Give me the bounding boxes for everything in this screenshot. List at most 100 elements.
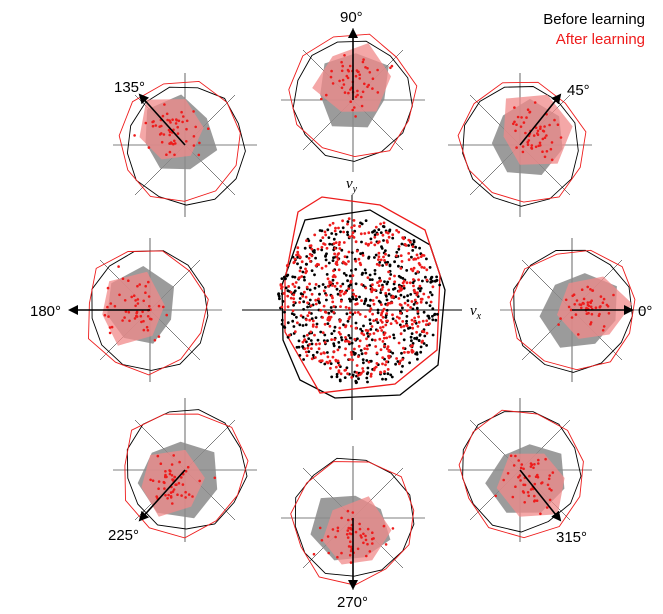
center-before-dot bbox=[298, 354, 302, 357]
center-after-dot bbox=[404, 244, 408, 247]
center-before-dot bbox=[367, 255, 371, 259]
center-after-dot bbox=[348, 235, 351, 239]
center-before-dot bbox=[307, 337, 311, 340]
panel-dot bbox=[167, 128, 171, 132]
panel-dot bbox=[365, 554, 368, 558]
panel-dot bbox=[569, 308, 573, 312]
center-after-dot bbox=[367, 242, 371, 246]
center-before-dot bbox=[374, 253, 378, 257]
panel-dot bbox=[364, 538, 368, 542]
panel-dot bbox=[589, 322, 592, 326]
center-before-dot bbox=[348, 336, 352, 340]
center-before-dot bbox=[392, 336, 396, 340]
panel-dot bbox=[180, 110, 183, 114]
center-after-dot bbox=[300, 260, 304, 264]
panel-dot bbox=[336, 526, 340, 530]
center-after-dot bbox=[379, 313, 383, 317]
center-after-dot bbox=[425, 278, 429, 282]
panel-dot bbox=[358, 77, 362, 80]
panel-dot bbox=[548, 487, 551, 491]
center-after-dot bbox=[324, 311, 328, 314]
panel-180 bbox=[68, 238, 222, 382]
center-before-dot bbox=[335, 375, 339, 379]
center-before-dot bbox=[415, 337, 418, 341]
panel-dot bbox=[354, 95, 358, 99]
center-before-dot bbox=[327, 261, 331, 265]
panel-dot bbox=[345, 533, 349, 536]
center-after-dot bbox=[386, 303, 389, 307]
center-after-dot bbox=[399, 254, 403, 257]
center-after-dot bbox=[386, 240, 389, 244]
center-before-dot bbox=[370, 338, 374, 342]
center-after-dot bbox=[387, 235, 391, 239]
center-after-dot bbox=[323, 230, 327, 234]
center-panel: vx vy bbox=[242, 176, 482, 420]
center-before-dot bbox=[302, 358, 305, 361]
center-after-dot bbox=[338, 326, 342, 330]
panel-315 bbox=[448, 398, 592, 542]
panel-dot bbox=[580, 306, 583, 310]
panel-dot bbox=[176, 493, 179, 497]
center-before-dot bbox=[428, 304, 432, 307]
center-after-dot bbox=[401, 320, 405, 323]
center-after-dot bbox=[338, 241, 341, 244]
center-before-dot bbox=[365, 359, 369, 362]
panel-dot bbox=[197, 153, 201, 157]
center-before-dot bbox=[311, 353, 315, 357]
panel-dot bbox=[601, 301, 605, 305]
panel-dot bbox=[357, 70, 360, 74]
panel-dot bbox=[346, 509, 350, 513]
center-after-dot bbox=[387, 270, 390, 274]
center-after-dot bbox=[417, 278, 420, 282]
center-before-dot bbox=[302, 300, 306, 304]
panel-dot bbox=[149, 478, 152, 482]
center-after-dot bbox=[313, 333, 316, 337]
center-before-dot bbox=[309, 339, 313, 342]
panel-after-hull bbox=[322, 496, 392, 565]
center-after-dot bbox=[344, 336, 347, 339]
center-before-dot bbox=[338, 345, 341, 349]
center-before-dot bbox=[297, 339, 301, 343]
center-before-dot bbox=[278, 297, 281, 301]
panel-dot bbox=[124, 310, 128, 313]
panel-dot bbox=[148, 304, 151, 308]
center-after-dot bbox=[295, 253, 298, 257]
center-before-dot bbox=[292, 303, 295, 307]
center-after-dot bbox=[379, 348, 383, 352]
center-before-dot bbox=[330, 232, 334, 235]
center-before-dot bbox=[381, 377, 384, 381]
center-before-dot bbox=[281, 300, 285, 303]
center-after-dot bbox=[399, 332, 403, 336]
center-before-dot bbox=[391, 236, 395, 240]
center-after-dot bbox=[282, 292, 286, 295]
center-after-dot bbox=[415, 253, 419, 257]
center-after-dot bbox=[371, 283, 374, 287]
center-before-dot bbox=[382, 239, 385, 242]
panel-after-outline bbox=[509, 249, 636, 371]
center-before-dot bbox=[403, 329, 406, 332]
panel-dot bbox=[545, 150, 549, 153]
center-before-dot bbox=[311, 249, 315, 253]
panel-after-hull bbox=[102, 271, 165, 346]
panel-dot bbox=[178, 460, 181, 464]
panel-dot bbox=[529, 465, 533, 468]
center-after-dot bbox=[326, 277, 330, 281]
panel-dot bbox=[349, 526, 353, 530]
panel-dot bbox=[192, 135, 196, 138]
center-after-dot bbox=[398, 285, 401, 289]
center-before-dot bbox=[364, 271, 368, 275]
panel-dot bbox=[354, 530, 358, 534]
center-after-dot bbox=[374, 225, 378, 229]
center-before-dot bbox=[405, 315, 409, 318]
panel-dot bbox=[138, 283, 141, 286]
center-before-dot bbox=[409, 335, 413, 339]
center-after-dot bbox=[410, 348, 414, 352]
center-before-dot bbox=[422, 310, 426, 314]
center-after-dot bbox=[371, 299, 375, 302]
center-after-dot bbox=[350, 353, 354, 357]
center-before-dot bbox=[280, 318, 284, 322]
center-before-dot bbox=[310, 342, 314, 346]
panel-dot bbox=[514, 454, 517, 458]
panel-dot bbox=[512, 464, 516, 467]
center-before-dot bbox=[295, 315, 298, 319]
